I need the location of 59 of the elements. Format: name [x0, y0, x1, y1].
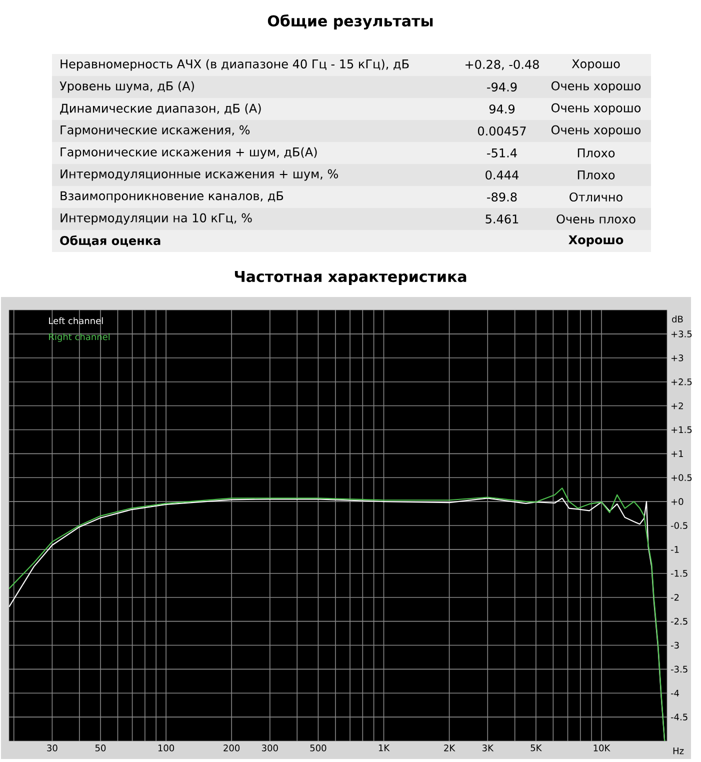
category-label: Гармонические искажения, % [60, 125, 250, 137]
category-label: Общая оценка [60, 235, 160, 247]
text: Хорошо [572, 59, 620, 71]
text: Плохо [578, 148, 615, 158]
text: Отлично [570, 192, 622, 202]
y-tick-label: +2.5 [672, 378, 692, 386]
x-tick-label: 200 [224, 744, 240, 752]
x-tick-label: 50 [95, 744, 106, 752]
text: Плохо [578, 170, 615, 180]
x-tick-label: 2K [444, 744, 456, 752]
y-tick-label: +2 [672, 402, 683, 410]
chart-title: Частотная характеристика [234, 270, 466, 286]
y-tick-label: -3 [670, 642, 679, 649]
text: Хорошо [568, 235, 624, 247]
y-tick-label: -1.5 [670, 570, 688, 577]
y-tick-label: -4.5 [670, 714, 688, 720]
text: -94.9 [487, 82, 517, 92]
y-tick-label: -4 [670, 690, 680, 696]
category-label: Взаимопроникновение каналов, дБ [60, 191, 284, 203]
x-tick-label: 1K [378, 744, 390, 752]
y-tick-label: +0 [672, 498, 684, 505]
category-label: Динамические диапазон, дБ (А) [60, 104, 261, 114]
x-tick-label: 100 [158, 744, 174, 752]
category-label: Интермодуляционные искажения + шум, % [60, 169, 338, 181]
x-tick-label: 5K [530, 744, 542, 752]
y-tick-label: -2 [670, 594, 679, 601]
text: Left channel [49, 317, 103, 324]
text: 5.461 [486, 214, 518, 224]
text: 0.00457 [478, 126, 526, 136]
text: +0.28, -0.48 [466, 60, 539, 70]
x-tick-label: 500 [310, 744, 326, 752]
y-tick-label: +1 [672, 450, 683, 457]
y-tick-label: -1 [670, 546, 679, 553]
text: -89.8 [487, 192, 517, 202]
x-axis-title: Hz [673, 748, 684, 754]
text: Очень хорошо [551, 103, 641, 115]
y-tick-label: +0.5 [672, 474, 692, 482]
y-tick-label: -2.5 [670, 618, 688, 625]
y-tick-label: -3.5 [670, 666, 688, 673]
category-label: Гармонические искажения + шум, дБ(А) [60, 147, 317, 159]
text: -51.4 [487, 148, 517, 158]
y-tick-label: +1.5 [672, 426, 692, 434]
x-tick-label: 3K [482, 744, 494, 752]
x-tick-label: 30 [47, 744, 58, 752]
text: Очень хорошо [551, 81, 641, 93]
text: Очень плохо [556, 214, 636, 224]
category-label: Интермодуляции на 10 кГц, % [60, 213, 252, 225]
y-tick-label: +3.5 [672, 330, 692, 338]
category-label: Неравномерность АЧХ (в диапазоне 40 Гц - 15 кГц), дБ [60, 59, 409, 71]
text: 94.9 [489, 104, 515, 114]
y-tick-label: +3 [672, 354, 684, 362]
x-tick-label: 300 [262, 744, 278, 752]
y-tick-label: -0.5 [670, 522, 688, 529]
x-tick-label: 10K [594, 744, 610, 752]
category-label: Уровень шума, дБ (А) [60, 81, 194, 93]
y-axis-title: dB [672, 316, 683, 323]
text: Общие результаты [268, 14, 433, 30]
text: 0.444 [486, 170, 519, 180]
text: Очень хорошо [551, 125, 641, 137]
